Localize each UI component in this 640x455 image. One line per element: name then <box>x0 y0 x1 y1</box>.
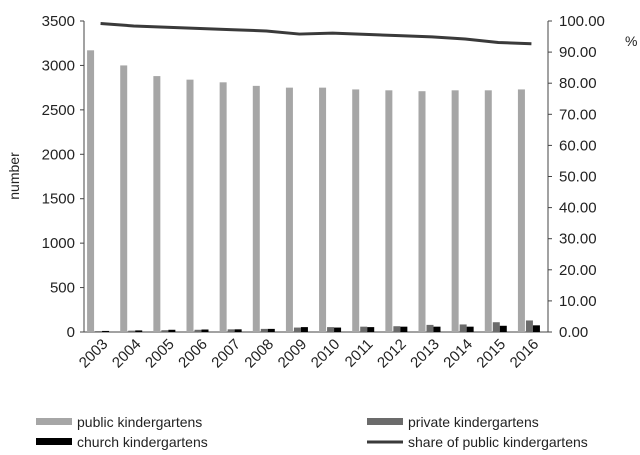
y2-tick-label: 60.00 <box>559 137 597 154</box>
bar <box>499 325 507 332</box>
x-tick-label: 2006 <box>175 336 211 372</box>
x-tick-label: 2014 <box>440 336 476 372</box>
legend: public kindergartens private kindergarten… <box>36 414 588 450</box>
share-line-path <box>100 21 532 46</box>
y2-tick-label: 70.00 <box>559 106 597 123</box>
y2-tick-label: 90.00 <box>559 44 597 61</box>
bar <box>267 328 275 332</box>
y-axis-title: number <box>6 152 22 200</box>
bar <box>492 322 500 332</box>
x-tick-label: 2008 <box>241 336 277 372</box>
y-tick-label: 1500 <box>42 191 75 208</box>
y2-axis-title: % <box>625 33 637 49</box>
x-tick-label: 2010 <box>308 336 344 372</box>
bar <box>433 326 441 332</box>
bar <box>525 320 533 332</box>
bar <box>451 90 459 333</box>
x-tick-label: 2016 <box>507 336 543 372</box>
share-line <box>100 21 532 46</box>
bar <box>293 327 301 332</box>
bar <box>219 82 227 332</box>
bar <box>87 50 95 333</box>
bar <box>128 330 136 332</box>
x-tick-label: 2007 <box>208 336 244 372</box>
bar <box>319 87 327 333</box>
y-tick-label: 0 <box>67 324 75 341</box>
bar <box>153 76 161 332</box>
bar <box>234 329 242 332</box>
y2-tick-label: 100.00 <box>559 13 605 30</box>
bar <box>95 331 103 332</box>
y2-tick-label: 40.00 <box>559 200 597 217</box>
bar <box>517 89 525 332</box>
bar <box>201 329 209 332</box>
y-tick-label: 2500 <box>42 102 75 119</box>
y2-tick-label: 80.00 <box>559 75 597 92</box>
bar <box>168 329 176 332</box>
y-tick-label: 3500 <box>42 13 75 30</box>
bar <box>426 324 434 332</box>
legend-label: public kindergartens <box>77 414 202 430</box>
bar <box>102 330 110 332</box>
x-tick-label: 2011 <box>342 336 377 371</box>
bar <box>532 325 540 332</box>
bar <box>285 87 293 333</box>
bar <box>393 326 401 332</box>
tick-labels: 0 500 1000 1500 2000 2500 3000 3500 0.00 10.00 20.… <box>42 13 605 371</box>
bar <box>186 79 194 332</box>
legend-label: share of public kindergartens <box>408 434 588 450</box>
bar <box>300 327 308 332</box>
y2-tick-label: 20.00 <box>559 262 597 279</box>
bar <box>327 327 335 332</box>
y-tick-label: 3000 <box>42 57 75 74</box>
bar <box>360 326 368 332</box>
x-tick-label: 2009 <box>275 336 311 372</box>
y-tick-label: 500 <box>50 280 75 297</box>
x-tick-label: 2003 <box>76 336 112 372</box>
y-tick-label: 1000 <box>42 235 75 252</box>
bar <box>194 329 202 332</box>
x-tick-label: 2012 <box>374 336 410 372</box>
bar <box>352 89 360 332</box>
bar <box>484 90 492 333</box>
bar <box>385 90 393 333</box>
y2-tick-label: 50.00 <box>559 169 597 186</box>
axes <box>80 20 552 333</box>
bar <box>260 328 268 332</box>
y2-tick-label: 30.00 <box>559 231 597 248</box>
bar <box>466 326 474 332</box>
y2-tick-label: 10.00 <box>559 293 597 310</box>
bar <box>418 91 426 332</box>
legend-swatch <box>36 418 72 425</box>
y-tick-label: 2000 <box>42 146 75 163</box>
bar <box>135 330 143 332</box>
x-tick-label: 2005 <box>142 336 178 372</box>
x-tick-label: 2004 <box>109 336 145 372</box>
legend-swatch <box>36 438 72 445</box>
bar <box>459 324 467 332</box>
bars <box>87 50 540 333</box>
bar <box>227 329 235 332</box>
bar <box>252 85 260 332</box>
bar <box>120 65 128 332</box>
bar <box>367 327 375 332</box>
bar <box>334 327 342 332</box>
y2-tick-label: 0.00 <box>559 324 588 341</box>
bar <box>400 326 408 332</box>
legend-swatch <box>367 418 403 425</box>
legend-label: church kindergartens <box>77 434 208 450</box>
x-tick-label: 2015 <box>473 336 509 372</box>
legend-label: private kindergartens <box>408 414 539 430</box>
bar <box>161 330 169 332</box>
x-tick-label: 2013 <box>407 336 443 372</box>
